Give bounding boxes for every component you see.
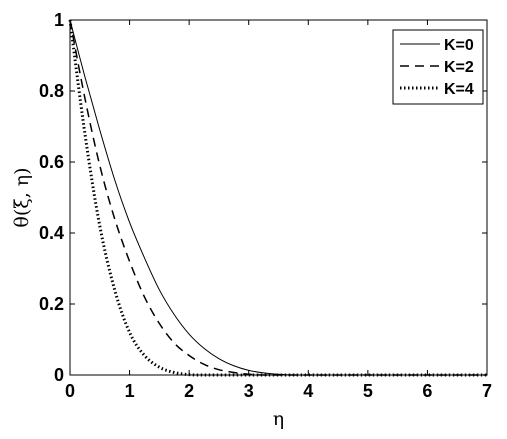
legend-label: K=2: [444, 59, 474, 76]
x-tick-label: 6: [422, 381, 432, 401]
x-tick-label: 5: [363, 381, 373, 401]
x-tick-label: 2: [184, 381, 194, 401]
x-tick-label: 4: [303, 381, 313, 401]
x-axis-label: η: [273, 408, 284, 430]
y-tick-label: 0.8: [39, 81, 64, 101]
y-tick-label: 0.2: [39, 294, 64, 314]
ticks-layer: 0 1 2 3 4 5 6 7 0 0.2 0.4 0.6 0.8 1: [39, 10, 492, 401]
y-tick-label: 0.6: [39, 152, 64, 172]
plot-frame: [69, 19, 488, 376]
y-tick-label: 1: [54, 10, 64, 30]
legend-label: K=4: [444, 81, 474, 98]
y-tick-label: 0.4: [39, 223, 64, 243]
x-tick-label: 0: [65, 381, 75, 401]
y-tick-label: 0: [54, 365, 64, 385]
legend: K=0 K=2 K=4: [392, 29, 484, 105]
legend-box: [392, 29, 484, 105]
y-axis-label: θ(ξ, η): [11, 167, 33, 227]
x-tick-label: 1: [125, 381, 135, 401]
legend-label: K=0: [444, 37, 474, 54]
x-tick-label: 3: [244, 381, 254, 401]
x-tick-label: 7: [482, 381, 492, 401]
